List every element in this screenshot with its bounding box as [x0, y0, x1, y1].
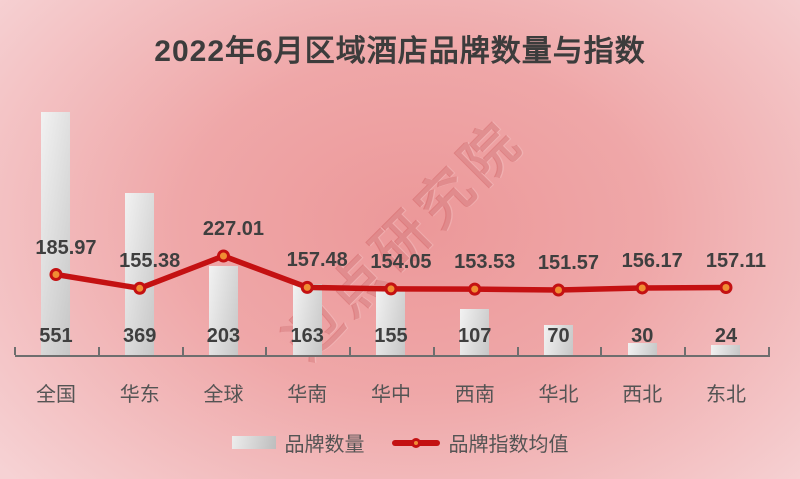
bar [41, 112, 71, 356]
bar-value-label: 107 [458, 325, 492, 347]
bar-series-swatch-icon [231, 436, 276, 449]
bar-value-label: 70 [547, 325, 570, 347]
bar [627, 342, 657, 356]
page-title: 2022年6月区域酒店品牌数量与指数 [154, 35, 646, 68]
bar [543, 325, 573, 356]
category-label: 华南 [287, 384, 328, 406]
bar-value-label: 24 [714, 325, 738, 347]
index-value-label: 157.48 [286, 249, 348, 272]
category-label: 东北 [705, 384, 746, 406]
line-marker [49, 268, 63, 282]
bar-value-label: 30 [631, 325, 654, 347]
index-value-label: 227.01 [202, 217, 265, 240]
bar-value-label: 369 [123, 325, 157, 347]
category-label: 西北 [622, 384, 663, 406]
category-label: 西南 [454, 384, 495, 406]
line-marker [468, 282, 482, 296]
index-value-label: 156.17 [621, 249, 683, 272]
bar [292, 283, 322, 356]
bar [125, 192, 155, 356]
line-marker [216, 249, 230, 263]
bar [208, 266, 238, 356]
category-label: 全国 [35, 384, 76, 406]
x-axis-tick [349, 346, 351, 355]
index-value-label: 185.97 [35, 236, 97, 259]
x-axis-tick [767, 346, 770, 355]
legend: 品牌数量 品牌指数均值 [0, 428, 800, 457]
bar-value-label: 203 [206, 325, 241, 347]
index-value-label: 157.11 [705, 249, 766, 272]
line-marker [551, 283, 565, 297]
bar-value-label: 163 [290, 325, 324, 347]
index-value-label: 154.05 [370, 250, 432, 273]
x-axis-tick [432, 346, 435, 355]
category-label: 华中 [370, 384, 411, 406]
bar [460, 308, 490, 356]
bar [711, 345, 741, 356]
x-axis-tick [265, 346, 268, 355]
category-label: 华东 [119, 384, 160, 406]
bar-series-legend-label: 品牌数量 [284, 434, 365, 456]
category-label: 全球 [203, 384, 244, 406]
bar-value-label: 551 [39, 325, 73, 347]
x-axis-tick [14, 346, 16, 355]
line-series-swatch-icon [391, 437, 440, 448]
category-label: 华北 [538, 384, 579, 406]
line-marker [635, 281, 649, 295]
line-series-marker-icon [410, 437, 421, 448]
x-axis-tick [181, 346, 184, 355]
line-marker [133, 281, 147, 295]
index-value-label: 155.38 [119, 250, 181, 273]
bar [376, 287, 406, 356]
bar-value-label: 155 [374, 325, 408, 347]
index-value-label: 153.53 [454, 251, 516, 274]
x-axis-tick [516, 346, 519, 355]
line-marker [719, 281, 733, 295]
index-value-label: 151.57 [537, 252, 600, 275]
x-axis-line [15, 354, 770, 357]
line-marker [300, 280, 314, 294]
line-series-legend-label: 品牌指数均值 [448, 434, 569, 456]
x-axis-tick [97, 346, 100, 355]
x-axis-tick [600, 346, 603, 355]
x-axis-tick [684, 346, 686, 355]
line-marker [384, 282, 398, 296]
